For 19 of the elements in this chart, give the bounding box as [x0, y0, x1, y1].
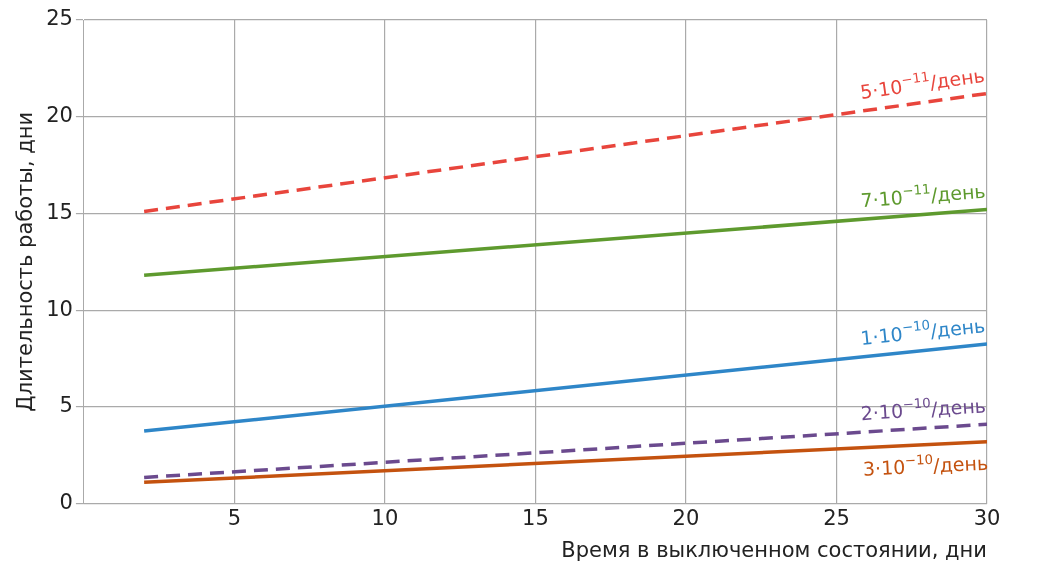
x-tick-label: 15 [522, 505, 549, 530]
series-label: 7·10−11/день [859, 179, 987, 212]
x-tick-label: 10 [371, 505, 399, 530]
text: 5·10−11/день [858, 63, 986, 103]
y-tick-label: 10 [46, 296, 73, 321]
x-tick-label: 20 [672, 505, 700, 530]
x-axis-title: Время в выключенном состоянии, дни [561, 537, 987, 562]
series-label: 3·10−10/день [862, 451, 989, 480]
x-tick-label: 25 [823, 505, 850, 530]
series-label: 2·10−10/день [860, 394, 987, 425]
y-tick-label: 0 [59, 490, 73, 515]
y-tick-label: 20 [46, 103, 73, 128]
x-tick-label: 30 [973, 505, 1001, 530]
y-axis-title: Длительность работы, дни [13, 111, 38, 412]
y-tick-label: 5 [59, 393, 73, 418]
x-tick-label: 5 [227, 505, 242, 530]
y-tick-label: 25 [46, 6, 73, 31]
text: 1·10−10/день [859, 314, 987, 349]
y-tick-label: 15 [46, 199, 73, 224]
